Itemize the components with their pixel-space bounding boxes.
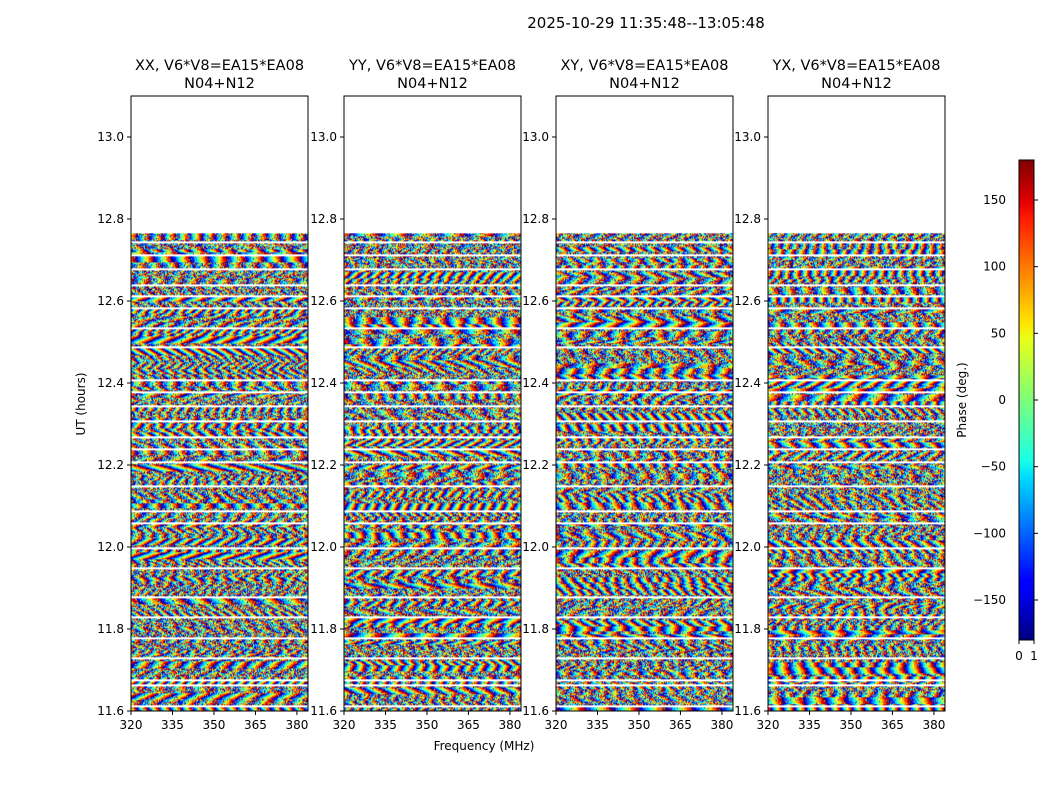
y-tick-label: 11.6 xyxy=(734,704,761,718)
y-tick-label: 11.8 xyxy=(734,622,761,636)
y-tick-label: 13.0 xyxy=(522,130,549,144)
colorbar-gradient xyxy=(1018,159,1035,641)
x-tick-label: 320 xyxy=(545,718,568,732)
y-tick-label: 11.6 xyxy=(97,704,124,718)
y-tick-label: 12.6 xyxy=(522,294,549,308)
y-axis-label: UT (hours) xyxy=(74,372,88,435)
y-tick-label: 13.0 xyxy=(734,130,761,144)
y-tick-label: 12.4 xyxy=(97,376,124,390)
y-tick-label: 12.6 xyxy=(734,294,761,308)
y-tick-label: 12.6 xyxy=(97,294,124,308)
y-tick-label: 12.2 xyxy=(97,458,124,472)
x-tick-label: 365 xyxy=(457,718,480,732)
panel-title: YX, V6*V8=EA15*EA08 xyxy=(771,58,940,74)
y-tick-label: 11.6 xyxy=(522,704,549,718)
panel-subtitle: N04+N12 xyxy=(821,76,892,92)
panel-frame xyxy=(343,95,522,712)
colorbar-tick-label: −100 xyxy=(973,526,1006,540)
colorbar-tick-label: 50 xyxy=(991,326,1006,340)
panel-title: YY, V6*V8=EA15*EA08 xyxy=(348,58,516,74)
x-tick-label: 335 xyxy=(161,718,184,732)
y-tick-label: 12.0 xyxy=(97,540,124,554)
y-tick-label: 11.8 xyxy=(310,622,337,636)
y-tick-label: 13.0 xyxy=(97,130,124,144)
panel-subtitle: N04+N12 xyxy=(184,76,255,92)
y-tick-label: 11.8 xyxy=(522,622,549,636)
colorbar-bottom-label: 0 xyxy=(1015,649,1023,663)
colorbar-tick-label: 100 xyxy=(983,260,1006,274)
x-tick-label: 335 xyxy=(798,718,821,732)
x-tick-label: 320 xyxy=(333,718,356,732)
y-tick-label: 12.4 xyxy=(522,376,549,390)
x-tick-label: 335 xyxy=(586,718,609,732)
phase-heatmap xyxy=(556,233,733,712)
y-tick-label: 12.4 xyxy=(734,376,761,390)
y-tick-label: 12.2 xyxy=(734,458,761,472)
panel-frame xyxy=(130,95,309,712)
panels-layer: XX, V6*V8=EA15*EA08 N04+N12 320 335 350 365 38… xyxy=(97,58,946,732)
panel-title: XX, V6*V8=EA15*EA08 xyxy=(135,58,304,74)
x-tick-label: 365 xyxy=(669,718,692,732)
x-tick-label: 380 xyxy=(710,718,733,732)
phase-heatmap xyxy=(131,233,308,712)
x-tick-label: 380 xyxy=(285,718,308,732)
panel-subtitle: N04+N12 xyxy=(609,76,680,92)
x-tick-label: 320 xyxy=(757,718,780,732)
x-tick-label: 350 xyxy=(628,718,651,732)
panel-frame xyxy=(555,95,734,712)
y-tick-label: 12.6 xyxy=(310,294,337,308)
colorbar-tick-label: 150 xyxy=(983,193,1006,207)
y-tick-label: 12.2 xyxy=(310,458,337,472)
colorbar-tick-label: −50 xyxy=(981,460,1006,474)
y-tick-label: 12.8 xyxy=(522,212,549,226)
y-tick-label: 12.8 xyxy=(734,212,761,226)
panel-4: YX, V6*V8=EA15*EA08 N04+N12 320 335 350 365 38… xyxy=(734,58,946,732)
colorbar-tick-label: −150 xyxy=(973,593,1006,607)
x-tick-label: 320 xyxy=(120,718,143,732)
y-tick-label: 12.2 xyxy=(522,458,549,472)
panel-3: XY, V6*V8=EA15*EA08 N04+N12 320 335 350 365 38… xyxy=(522,58,734,732)
x-axis-label: Frequency (MHz) xyxy=(434,739,535,753)
colorbar-tick-label: 0 xyxy=(998,393,1006,407)
x-tick-label: 350 xyxy=(840,718,863,732)
panel-1: XX, V6*V8=EA15*EA08 N04+N12 320 335 350 365 38… xyxy=(97,58,309,732)
y-tick-label: 12.0 xyxy=(310,540,337,554)
x-tick-label: 365 xyxy=(244,718,267,732)
x-tick-label: 350 xyxy=(203,718,226,732)
y-tick-label: 11.8 xyxy=(97,622,124,636)
y-tick-label: 11.6 xyxy=(310,704,337,718)
y-tick-label: 13.0 xyxy=(310,130,337,144)
x-tick-label: 380 xyxy=(498,718,521,732)
x-tick-label: 365 xyxy=(881,718,904,732)
y-tick-label: 12.8 xyxy=(310,212,337,226)
x-tick-label: 335 xyxy=(374,718,397,732)
x-tick-label: 380 xyxy=(922,718,945,732)
panel-subtitle: N04+N12 xyxy=(397,76,468,92)
y-tick-label: 12.4 xyxy=(310,376,337,390)
colorbar-bottom-label: 1 xyxy=(1030,649,1038,663)
panel-title: XY, V6*V8=EA15*EA08 xyxy=(560,58,728,74)
y-tick-label: 12.0 xyxy=(522,540,549,554)
y-tick-label: 12.8 xyxy=(97,212,124,226)
y-tick-label: 12.0 xyxy=(734,540,761,554)
colorbar-label: Phase (deg.) xyxy=(955,362,969,437)
panel-frame xyxy=(767,95,946,712)
phase-heatmap xyxy=(344,233,521,712)
panel-2: YY, V6*V8=EA15*EA08 N04+N12 320 335 350 365 38… xyxy=(310,58,522,732)
x-tick-label: 350 xyxy=(416,718,439,732)
phase-heatmap xyxy=(768,233,945,712)
figure-suptitle: 2025-10-29 11:35:48--13:05:48 xyxy=(527,14,765,32)
